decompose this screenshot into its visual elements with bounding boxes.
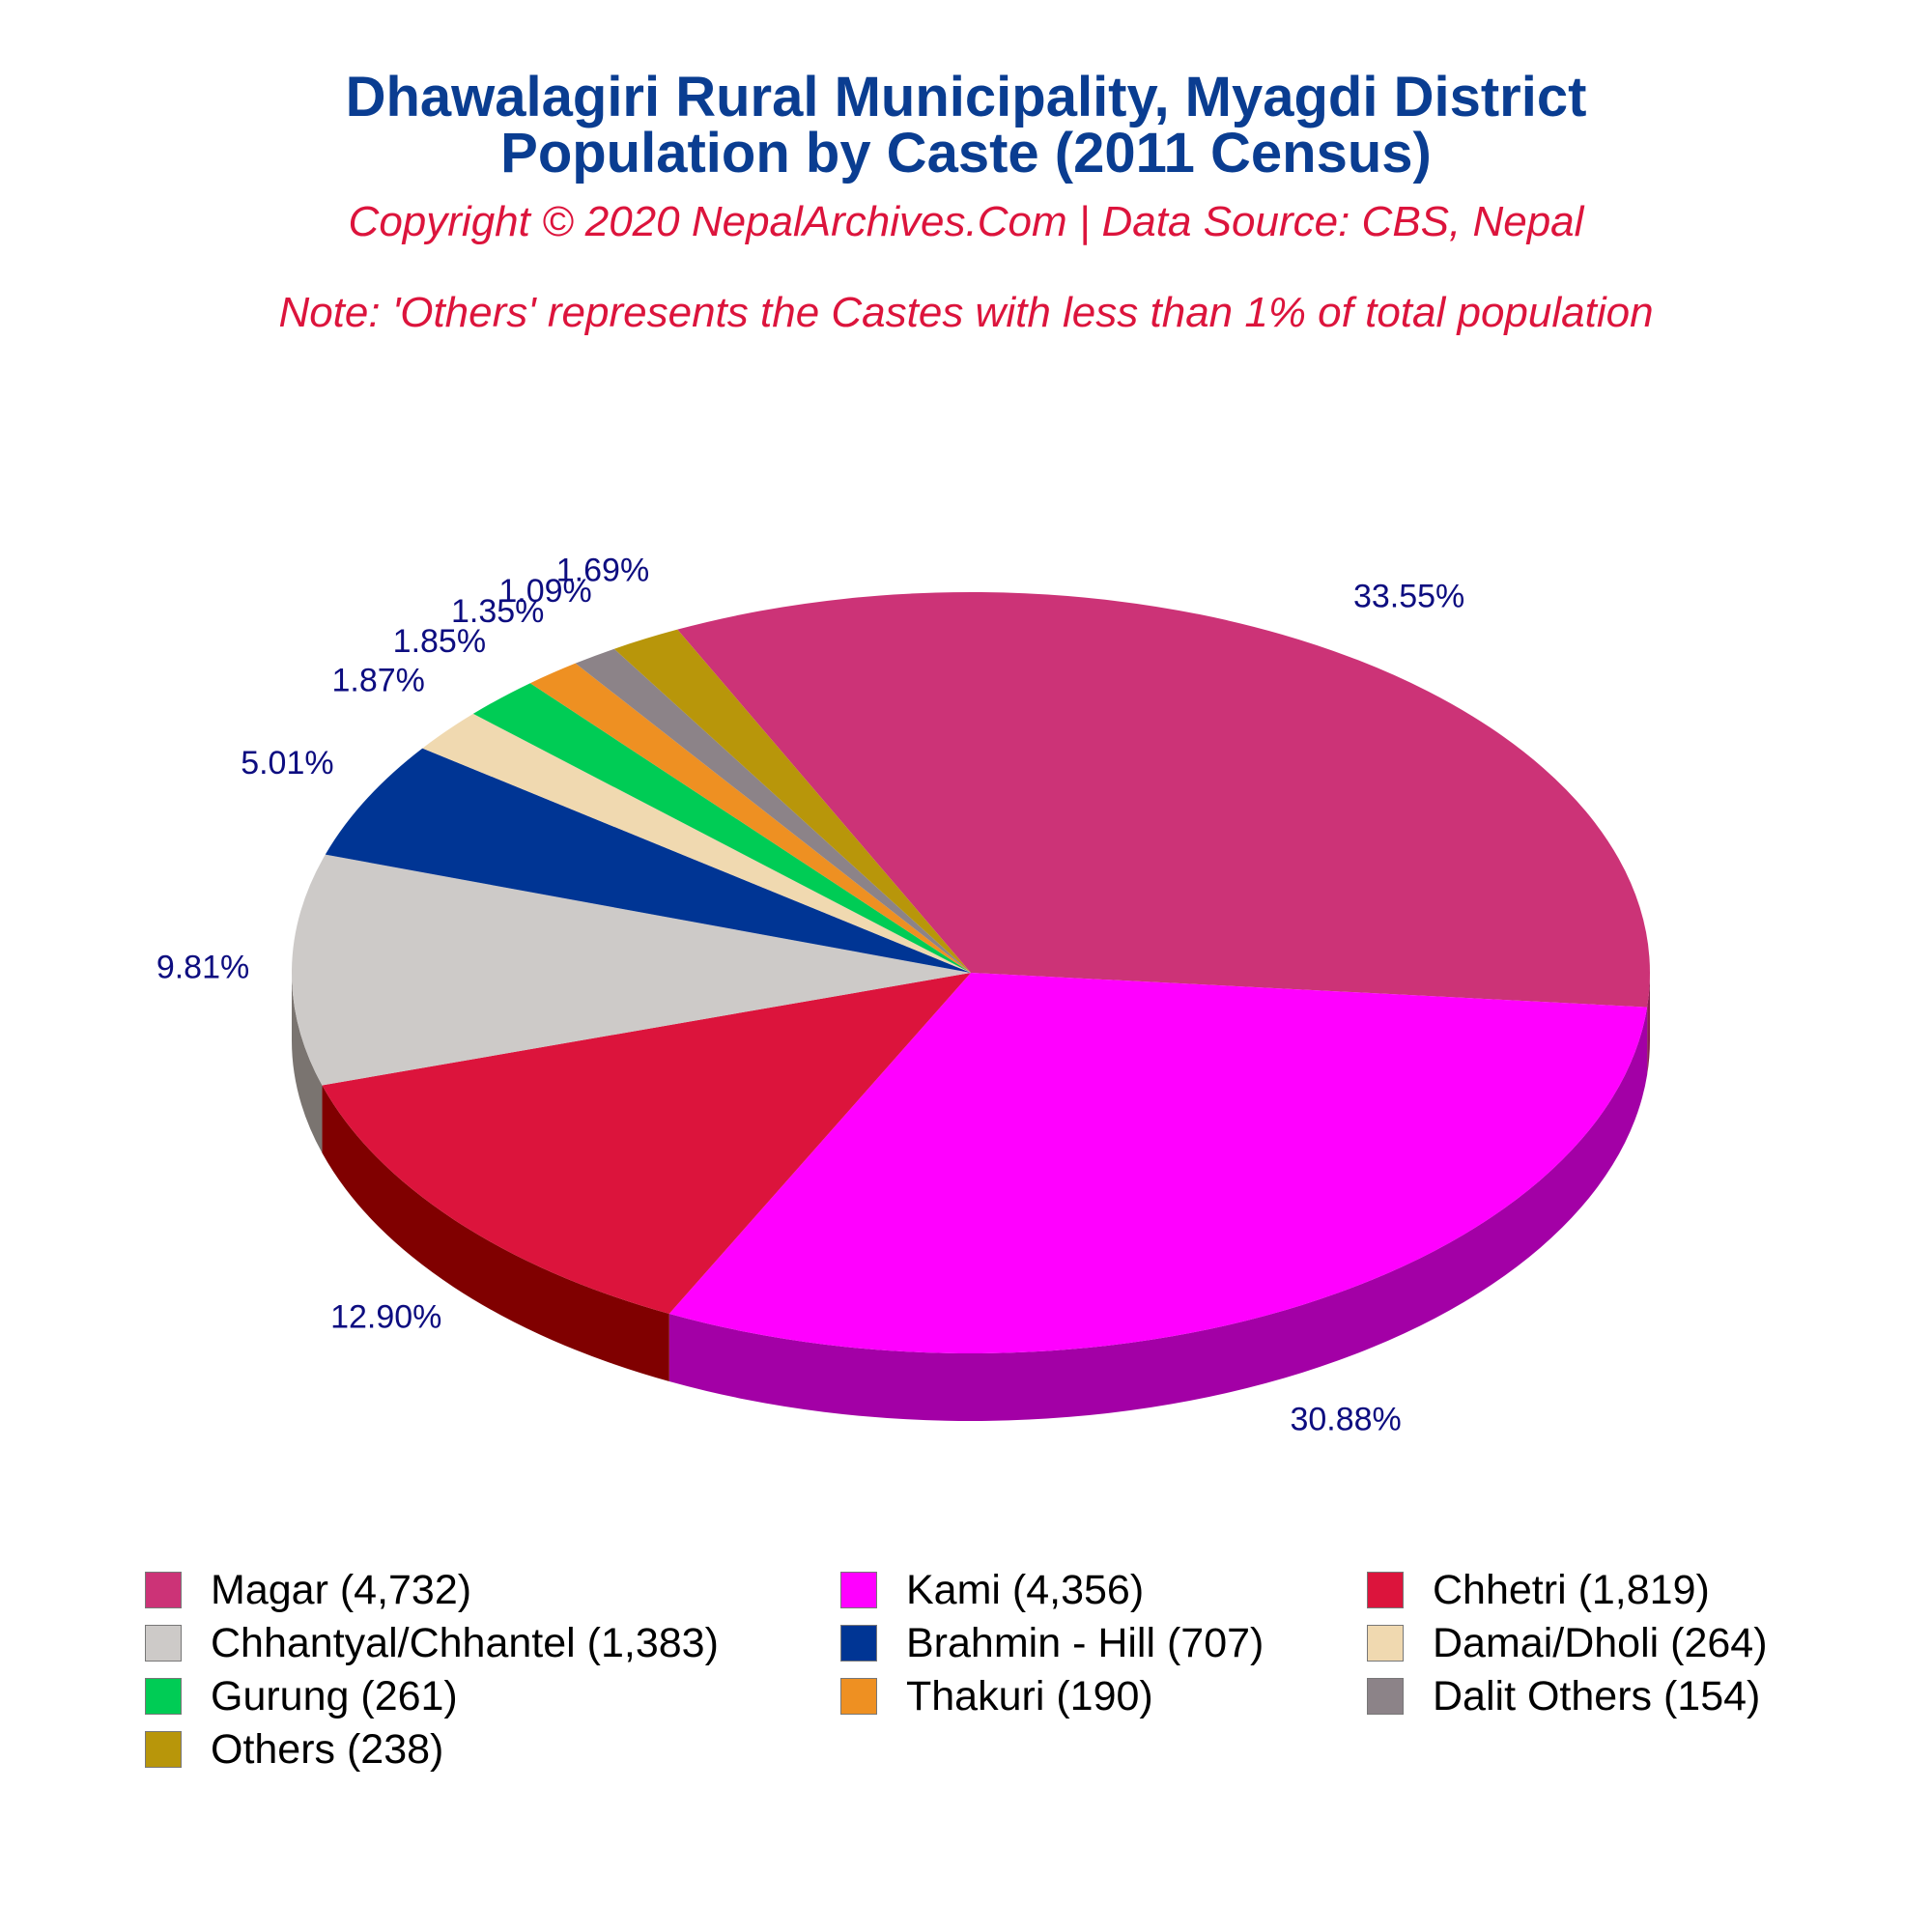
legend-label: Magar (4,732) <box>211 1566 472 1613</box>
pie-percent-labels: 33.55%30.88%12.90%9.81%5.01%1.87%1.85%1.… <box>156 553 1464 1438</box>
pie-label-thakuri: 1.35% <box>451 593 544 630</box>
pie-side-kami <box>668 1007 1648 1421</box>
pie-label-chhantyal-chhantel: 9.81% <box>156 949 249 985</box>
pie-slice-others <box>613 629 971 973</box>
pie-slice-brahmin-hill <box>325 748 971 973</box>
pie-label-brahmin-hill: 5.01% <box>241 745 333 781</box>
pie-label-damai-dholi: 1.87% <box>331 663 424 699</box>
pie-label-dalit-others: 1.09% <box>498 573 591 610</box>
pie-slice-chhetri <box>322 973 971 1315</box>
legend-item-magar: Magar (4,732) <box>145 1565 471 1615</box>
legend-swatch <box>840 1678 877 1715</box>
pie-label-others: 1.69% <box>556 553 649 589</box>
pie-slice-kami <box>668 973 1648 1353</box>
chart-title-line2: Population by Caste (2011 Census) <box>500 122 1432 185</box>
legend-swatch <box>1367 1572 1404 1608</box>
pie-slice-gurung <box>472 683 971 973</box>
legend-label: Brahmin - Hill (707) <box>906 1619 1264 1666</box>
legend-item-damai-dholi: Damai/Dholi (264) <box>1367 1618 1768 1668</box>
legend-label: Others (238) <box>211 1725 444 1773</box>
legend-label: Thakuri (190) <box>906 1672 1153 1719</box>
chart-title-line1: Dhawalagiri Rural Municipality, Myagdi D… <box>345 66 1587 128</box>
legend-swatch <box>145 1731 182 1768</box>
legend-swatch <box>145 1625 182 1662</box>
legend-label: Chhetri (1,819) <box>1433 1566 1710 1613</box>
pie-side-walls <box>292 973 1650 1421</box>
pie-slice-thakuri <box>529 663 971 973</box>
chart-legend: Magar (4,732) Kami (4,356) Chhetri (1,819)… <box>145 1565 1845 1777</box>
legend-swatch <box>840 1572 877 1608</box>
legend-label: Damai/Dholi (264) <box>1433 1619 1768 1666</box>
legend-swatch <box>145 1678 182 1715</box>
legend-label: Chhantyal/Chhantel (1,383) <box>211 1619 719 1666</box>
copyright-subtitle: Copyright © 2020 NepalArchives.Com | Dat… <box>348 198 1584 245</box>
legend-item-chhantyal-chhantel: Chhantyal/Chhantel (1,383) <box>145 1618 719 1668</box>
legend-swatch <box>145 1572 182 1608</box>
legend-item-kami: Kami (4,356) <box>840 1565 1144 1615</box>
pie-side-chhantyal-chhantel <box>292 973 323 1153</box>
pie-side-chhetri <box>322 1085 669 1382</box>
legend-label: Kami (4,356) <box>906 1566 1145 1613</box>
pie-label-gurung: 1.85% <box>393 623 486 660</box>
legend-label: Gurung (261) <box>211 1672 458 1719</box>
legend-item-gurung: Gurung (261) <box>145 1671 458 1721</box>
pie-label-magar: 33.55% <box>1353 578 1464 614</box>
legend-item-brahmin-hill: Brahmin - Hill (707) <box>840 1618 1264 1668</box>
legend-item-others: Others (238) <box>145 1724 443 1775</box>
pie-slice-dalit-others <box>575 648 971 973</box>
legend-label: Dalit Others (154) <box>1433 1672 1761 1719</box>
pie-slice-damai-dholi <box>422 713 971 973</box>
legend-item-chhetri: Chhetri (1,819) <box>1367 1565 1710 1615</box>
pie-slices <box>291 592 1650 1353</box>
pie-slice-chhantyal-chhantel <box>291 854 971 1086</box>
legend-swatch <box>1367 1678 1404 1715</box>
pie-side-magar <box>1647 973 1650 1075</box>
pie-label-chhetri: 12.90% <box>330 1299 441 1336</box>
legend-item-dalit-others: Dalit Others (154) <box>1367 1671 1760 1721</box>
pie-label-kami: 30.88% <box>1290 1401 1401 1437</box>
chart-note: Note: 'Others' represents the Castes wit… <box>278 289 1654 336</box>
legend-swatch <box>1367 1625 1404 1662</box>
pie-slice-magar <box>677 592 1650 1008</box>
legend-swatch <box>840 1625 877 1662</box>
legend-item-thakuri: Thakuri (190) <box>840 1671 1153 1721</box>
